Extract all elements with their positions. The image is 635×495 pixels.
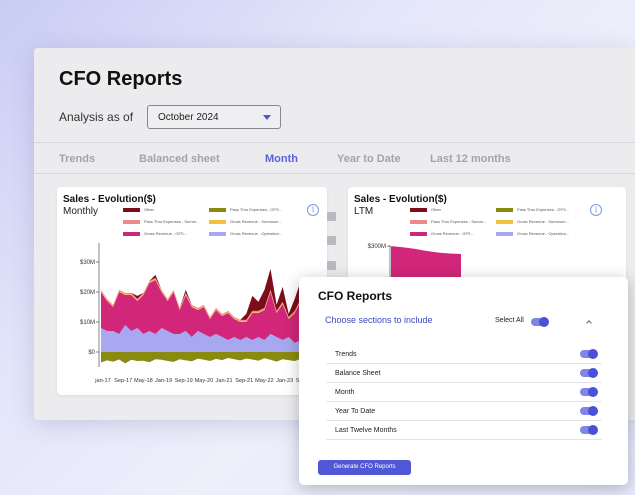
section-toggle-last-twelve-months[interactable] — [580, 425, 598, 435]
legend-item: Pass Thru Expenses - GFS... — [496, 207, 569, 212]
section-label: Month — [335, 389, 355, 396]
chart-subtitle: Monthly — [63, 206, 99, 217]
x-tick-label: Sep-21 — [235, 378, 253, 384]
tab-bar: Trends Balanced sheet Month Year to Date… — [34, 142, 635, 174]
section-row-year-to-date: Year To Date — [326, 402, 602, 421]
home-icon[interactable] — [327, 261, 336, 270]
series-area-other — [101, 268, 325, 320]
legend-item: Gross Revenue - Summum... — [496, 219, 569, 224]
zoom-in-icon[interactable] — [327, 212, 336, 221]
legend-item: Gross Revenue - Operation... — [209, 231, 282, 236]
legend-item: Pass Thru Expenses - Summ... — [123, 219, 199, 224]
section-label: Trends — [335, 351, 357, 358]
y-tick-label: $0 — [88, 350, 95, 356]
tab-month[interactable]: Month — [265, 153, 298, 165]
legend-item: Other — [410, 207, 441, 212]
section-row-last-twelve-months: Last Twelve Months — [326, 421, 602, 440]
select-all-label: Select All — [495, 317, 524, 324]
section-toggle-month[interactable] — [580, 387, 598, 397]
zoom-out-icon[interactable] — [327, 236, 336, 245]
sections-title: Choose sections to include — [325, 315, 433, 325]
section-toggle-year-to-date[interactable] — [580, 406, 598, 416]
y-tick-label: $10M — [80, 320, 95, 326]
tab-year-to-date[interactable]: Year to Date — [337, 153, 401, 165]
x-tick-label: Jan-19 — [155, 378, 172, 384]
dialog-title: CFO Reports — [318, 289, 393, 303]
legend-item: Other — [123, 207, 154, 212]
section-label: Last Twelve Months — [335, 427, 397, 434]
chevron-up-icon[interactable] — [586, 320, 592, 326]
analysis-label: Analysis as of — [59, 110, 134, 124]
chart-title: Sales - Evolution($) — [354, 194, 447, 205]
analysis-date-value: October 2024 — [158, 112, 219, 123]
generate-reports-button[interactable]: Generate CFO Reports — [318, 460, 411, 475]
page-title: CFO Reports — [59, 68, 183, 90]
tab-balanced-sheet[interactable]: Balanced sheet — [139, 153, 220, 165]
tab-last-12-months[interactable]: Last 12 months — [430, 153, 511, 165]
series-area-gross-revenue-gfs — [101, 280, 325, 343]
x-tick-label: Jan-21 — [216, 378, 233, 384]
section-row-balance-sheet: Balance Sheet — [326, 364, 602, 383]
caret-down-icon — [263, 115, 271, 120]
info-icon[interactable]: i — [590, 204, 602, 216]
section-row-trends: Trends — [326, 345, 602, 364]
legend-item: Pass Thru Expenses - Summ... — [410, 219, 486, 224]
x-tick-label: jan-17 — [94, 378, 111, 384]
section-row-month: Month — [326, 383, 602, 402]
tab-trends[interactable]: Trends — [59, 153, 96, 165]
legend-item: Gross Revenue - Summum... — [209, 219, 282, 224]
legend-item: Pass Thru Expenses - GFS... — [209, 207, 282, 212]
analysis-date-select[interactable]: October 2024 — [147, 105, 281, 129]
chart-title: Sales - Evolution($) — [63, 194, 156, 205]
legend-item: Gross Revenue - GFS... — [123, 231, 187, 236]
section-toggle-trends[interactable] — [580, 349, 598, 359]
section-label: Balance Sheet — [335, 370, 381, 377]
section-toggle-balance-sheet[interactable] — [580, 368, 598, 378]
legend-item: Gross Revenue - Operation... — [496, 231, 569, 236]
y-tick-label: $30M — [80, 260, 95, 266]
chart-subtitle: LTM — [354, 206, 374, 217]
info-icon[interactable]: i — [307, 204, 319, 216]
x-tick-label: Sep-17 — [114, 378, 132, 384]
x-tick-label: May-18 — [134, 378, 153, 384]
legend-item: Gross Revenue - GFS... — [410, 231, 474, 236]
y-tick-label: $300M — [368, 244, 386, 250]
x-tick-label: Jan-23 — [276, 378, 293, 384]
y-tick-label: $20M — [80, 290, 95, 296]
cfo-reports-dialog: CFO Reports Choose sections to include S… — [299, 277, 628, 485]
select-all-toggle[interactable] — [531, 317, 549, 327]
series-area-pass-thru-summ — [101, 277, 325, 322]
sections-header[interactable]: Choose sections to include Select All — [318, 312, 604, 332]
chart-card-monthly: Sales - Evolution($) Monthly i Other Pas… — [57, 187, 327, 395]
series-area-pass-thru-gfs — [101, 352, 325, 364]
section-label: Year To Date — [335, 408, 376, 415]
x-tick-label: May-22 — [255, 378, 274, 384]
x-tick-label: Sep-19 — [175, 378, 193, 384]
x-tick-label: May-20 — [195, 378, 214, 384]
series-area-gross-revenue-operation — [101, 325, 325, 352]
